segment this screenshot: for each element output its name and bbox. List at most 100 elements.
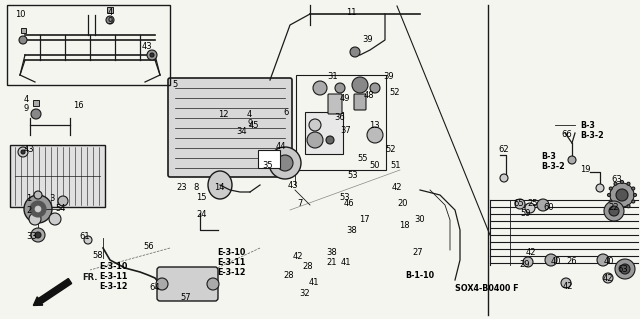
Text: 14: 14	[214, 183, 225, 192]
Circle shape	[269, 147, 301, 179]
Circle shape	[607, 194, 611, 197]
Text: 54: 54	[55, 204, 65, 213]
Text: 42: 42	[603, 274, 614, 283]
Circle shape	[610, 183, 634, 207]
Circle shape	[597, 254, 609, 266]
Text: 17: 17	[359, 215, 370, 224]
FancyBboxPatch shape	[328, 94, 342, 114]
Text: 4: 4	[24, 95, 29, 104]
Text: 32: 32	[299, 289, 310, 298]
Circle shape	[49, 213, 61, 225]
Circle shape	[307, 132, 323, 148]
Text: B-3: B-3	[580, 121, 595, 130]
Circle shape	[632, 187, 635, 190]
Text: 56: 56	[143, 242, 154, 251]
Text: 44: 44	[276, 142, 287, 151]
Circle shape	[35, 206, 41, 212]
Text: 26: 26	[566, 257, 577, 266]
Text: 57: 57	[180, 293, 191, 302]
Circle shape	[207, 278, 219, 290]
Circle shape	[609, 187, 612, 190]
Text: 52: 52	[389, 88, 399, 97]
Text: 41: 41	[309, 278, 319, 287]
Text: 20: 20	[397, 199, 408, 208]
Text: 53: 53	[339, 193, 349, 202]
Text: 43: 43	[24, 145, 35, 154]
Circle shape	[106, 16, 114, 24]
Text: 29: 29	[519, 260, 529, 269]
Text: 59: 59	[520, 209, 531, 218]
Text: B-3-2: B-3-2	[541, 162, 564, 171]
Circle shape	[603, 273, 613, 283]
Circle shape	[19, 36, 27, 44]
Circle shape	[614, 182, 617, 185]
Text: 58: 58	[92, 251, 102, 260]
Circle shape	[634, 194, 637, 197]
Circle shape	[367, 127, 383, 143]
Text: 21: 21	[326, 258, 337, 267]
Text: FR.: FR.	[82, 273, 97, 283]
Circle shape	[35, 232, 41, 238]
Text: 65: 65	[513, 199, 524, 208]
Text: 38: 38	[346, 226, 356, 235]
Circle shape	[609, 200, 612, 203]
Text: SOX4-B0400 F: SOX4-B0400 F	[455, 284, 518, 293]
Circle shape	[150, 53, 154, 57]
FancyBboxPatch shape	[157, 267, 218, 301]
Circle shape	[615, 259, 635, 279]
Bar	[20, 27, 26, 33]
Circle shape	[21, 150, 25, 154]
Text: 1: 1	[26, 194, 31, 203]
Circle shape	[30, 201, 46, 217]
Text: 42: 42	[293, 252, 303, 261]
Text: 30: 30	[414, 215, 424, 224]
Text: E-3-12: E-3-12	[217, 268, 246, 277]
Text: 31: 31	[327, 72, 338, 81]
Text: 24: 24	[196, 210, 207, 219]
Bar	[258, 150, 280, 168]
Text: 23: 23	[176, 183, 187, 192]
Text: 6: 6	[283, 108, 289, 117]
Text: 18: 18	[399, 221, 410, 230]
Text: 43: 43	[288, 181, 299, 190]
Circle shape	[350, 47, 360, 57]
Text: 3: 3	[49, 194, 54, 203]
Bar	[10, 145, 105, 207]
Text: E-3-11: E-3-11	[99, 272, 127, 281]
Bar	[296, 75, 386, 170]
Circle shape	[596, 184, 604, 192]
Text: 61: 61	[79, 232, 90, 241]
Circle shape	[277, 155, 293, 171]
Text: 60: 60	[543, 203, 554, 212]
Text: 34: 34	[236, 127, 246, 136]
FancyArrow shape	[33, 278, 72, 305]
Text: 52: 52	[385, 145, 396, 154]
Text: 8: 8	[193, 183, 198, 192]
Text: B-3-2: B-3-2	[580, 131, 604, 140]
Circle shape	[627, 182, 630, 185]
Circle shape	[616, 189, 628, 201]
Text: 43: 43	[142, 42, 152, 51]
Text: 19: 19	[580, 165, 591, 174]
Text: 48: 48	[364, 91, 374, 100]
Text: 38: 38	[326, 248, 337, 257]
Circle shape	[309, 119, 321, 131]
Circle shape	[614, 205, 617, 208]
Circle shape	[313, 81, 327, 95]
Text: E-3-11: E-3-11	[217, 258, 245, 267]
Text: 66: 66	[561, 130, 572, 139]
Circle shape	[326, 136, 334, 144]
Text: 9: 9	[247, 119, 252, 128]
Text: 4: 4	[247, 110, 252, 119]
Circle shape	[370, 83, 380, 93]
Circle shape	[24, 195, 52, 223]
Circle shape	[34, 191, 42, 199]
Text: 36: 36	[334, 113, 345, 122]
Text: 7: 7	[297, 199, 302, 208]
Text: 37: 37	[340, 126, 351, 135]
Circle shape	[147, 50, 157, 60]
Text: E-3-12: E-3-12	[99, 282, 127, 291]
FancyBboxPatch shape	[354, 94, 366, 110]
Circle shape	[620, 264, 630, 274]
Text: E-3-10: E-3-10	[99, 262, 127, 271]
